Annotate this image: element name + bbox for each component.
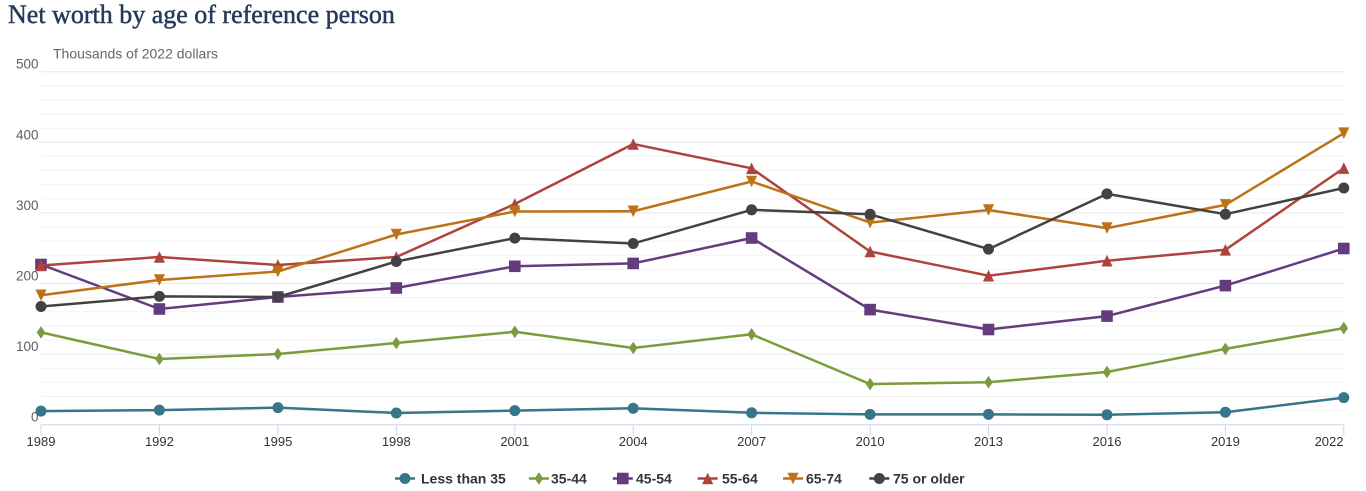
svg-text:1992: 1992 <box>145 434 174 449</box>
svg-text:2010: 2010 <box>856 434 885 449</box>
svg-text:2016: 2016 <box>1093 434 1122 449</box>
svg-text:1989: 1989 <box>27 434 56 449</box>
svg-text:100: 100 <box>16 339 39 354</box>
svg-text:45-54: 45-54 <box>636 470 672 486</box>
svg-text:300: 300 <box>16 198 39 213</box>
svg-text:1998: 1998 <box>382 434 411 449</box>
svg-text:500: 500 <box>16 57 39 72</box>
svg-text:0: 0 <box>31 410 39 425</box>
svg-text:35-44: 35-44 <box>551 470 587 486</box>
svg-text:75 or older: 75 or older <box>893 470 965 486</box>
svg-text:55-64: 55-64 <box>722 470 758 486</box>
svg-text:2013: 2013 <box>974 434 1003 449</box>
svg-text:65-74: 65-74 <box>806 470 842 486</box>
svg-text:2001: 2001 <box>500 434 529 449</box>
svg-text:2004: 2004 <box>619 434 648 449</box>
svg-text:2007: 2007 <box>737 434 766 449</box>
svg-text:2019: 2019 <box>1211 434 1240 449</box>
svg-text:Thousands of 2022 dollars: Thousands of 2022 dollars <box>53 46 218 62</box>
svg-text:2022: 2022 <box>1315 434 1344 449</box>
svg-text:Less than 35: Less than 35 <box>421 470 506 486</box>
svg-text:400: 400 <box>16 127 39 142</box>
svg-text:200: 200 <box>16 269 39 284</box>
svg-text:1995: 1995 <box>263 434 292 449</box>
